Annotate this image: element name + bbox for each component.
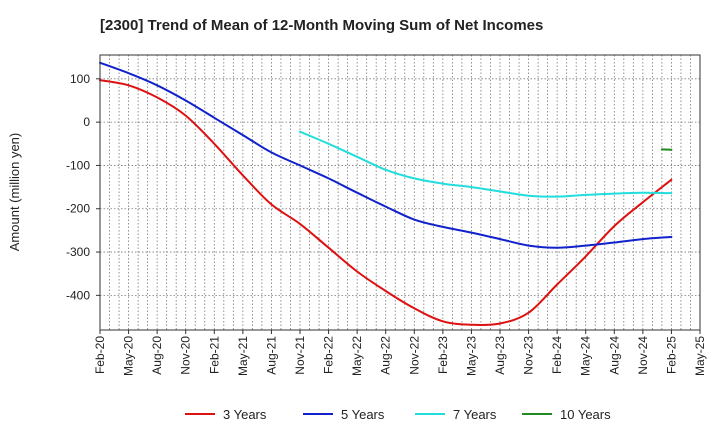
series-line-5-years bbox=[99, 61, 673, 249]
x-tick-label: May-24 bbox=[579, 336, 593, 376]
y-tick-label: -300 bbox=[66, 245, 90, 259]
x-tick-label: Feb-20 bbox=[93, 336, 107, 374]
y-axis-label: Amount (million yen) bbox=[7, 133, 22, 252]
x-tick-label: Nov-22 bbox=[407, 336, 421, 375]
x-tick-label: May-21 bbox=[236, 336, 250, 376]
x-tick-label: Feb-25 bbox=[664, 336, 678, 374]
x-tick-label: Nov-20 bbox=[179, 336, 193, 375]
x-tick-label: Aug-22 bbox=[379, 336, 393, 375]
x-tick-label: Nov-23 bbox=[522, 336, 536, 375]
chart-title: [2300] Trend of Mean of 12-Month Moving … bbox=[100, 17, 543, 34]
legend-label-7-years: 7 Years bbox=[453, 407, 497, 422]
x-tick-labels: Feb-20 May-20 Aug-20 Nov-20 Feb-21 May-21 Aug-… bbox=[93, 330, 707, 376]
x-tick-label: Aug-23 bbox=[493, 336, 507, 375]
grid-layer bbox=[100, 55, 700, 330]
x-tick-label: Aug-21 bbox=[264, 336, 278, 375]
series-line-7-years bbox=[299, 130, 673, 198]
x-tick-label: Nov-24 bbox=[636, 336, 650, 375]
x-tick-label: Feb-24 bbox=[550, 336, 564, 374]
x-tick-label: May-22 bbox=[350, 336, 364, 376]
y-tick-label: -400 bbox=[66, 288, 90, 302]
x-tick-label: Aug-24 bbox=[607, 336, 621, 375]
legend-label-5-years: 5 Years bbox=[341, 407, 385, 422]
x-tick-label: May-20 bbox=[122, 336, 136, 376]
series-layer bbox=[99, 61, 673, 327]
y-tick-label: 100 bbox=[70, 72, 90, 86]
x-tick-label: Feb-22 bbox=[322, 336, 336, 374]
y-tick-label: -200 bbox=[66, 202, 90, 216]
x-tick-label: Feb-21 bbox=[207, 336, 221, 374]
x-tick-label: Nov-21 bbox=[293, 336, 307, 375]
x-tick-label: May-25 bbox=[693, 336, 707, 376]
plot-frame bbox=[99, 54, 701, 331]
legend-label-10-years: 10 Years bbox=[560, 407, 611, 422]
x-tick-label: May-23 bbox=[464, 336, 478, 376]
y-tick-labels: 100 0 -100 -200 -300 -400 bbox=[66, 72, 100, 302]
legend-label-3-years: 3 Years bbox=[223, 407, 267, 422]
x-tick-label: Feb-23 bbox=[436, 336, 450, 374]
x-tick-label: Aug-20 bbox=[150, 336, 164, 375]
series-line-3-years bbox=[99, 79, 673, 327]
legend: 3 Years 5 Years 7 Years 10 Years bbox=[185, 407, 611, 422]
y-tick-label: -100 bbox=[66, 158, 90, 172]
y-tick-label: 0 bbox=[83, 115, 90, 129]
